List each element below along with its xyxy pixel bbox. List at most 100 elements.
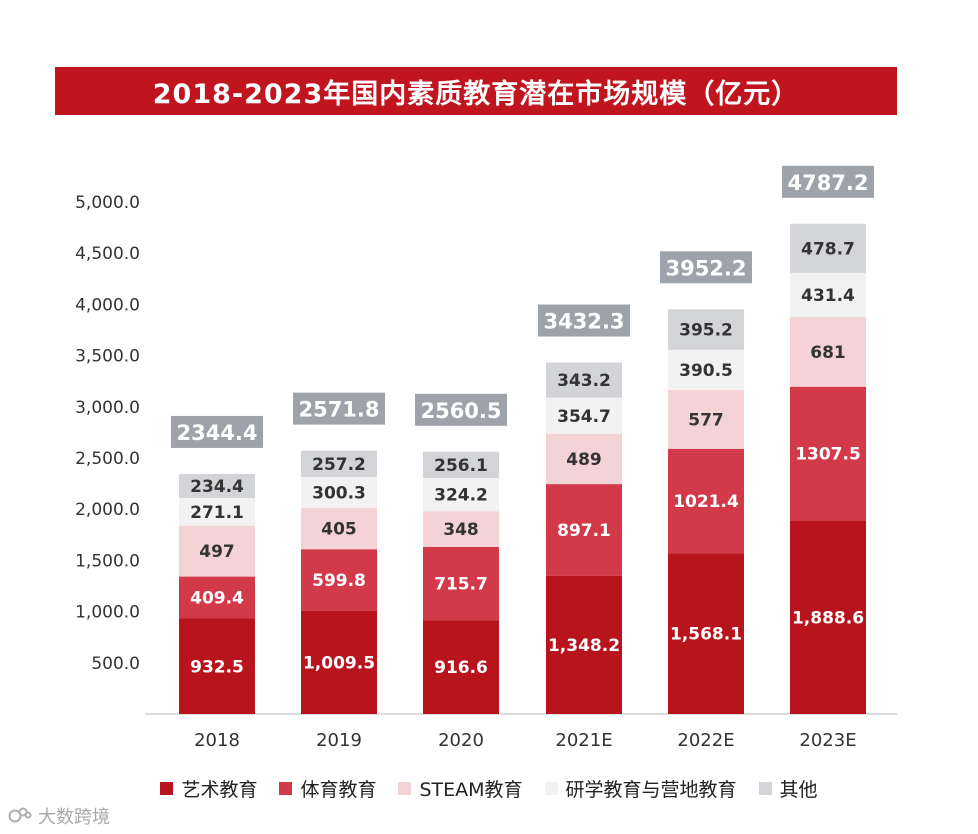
bar-segment (790, 386, 866, 521)
bar-value-label: 234.4 (190, 477, 244, 497)
bar-segment (790, 223, 866, 273)
legend-swatch (544, 781, 558, 795)
bar-segment (423, 478, 499, 512)
bar-value-label: 395.2 (679, 321, 733, 341)
total-value-label: 2344.4 (176, 421, 257, 445)
x-tick-label: 2022E (677, 730, 734, 751)
x-tick-label: 2018 (194, 730, 240, 751)
legend-swatch (758, 781, 772, 795)
bar-value-label: 271.1 (190, 503, 244, 523)
x-tick-label: 2020 (438, 730, 484, 751)
total-value-label: 4787.2 (787, 171, 868, 195)
legend-label: 体育教育 (300, 778, 377, 801)
bar-value-label: 497 (199, 542, 235, 562)
bar-segment (179, 618, 255, 714)
bar-value-label: 343.2 (557, 371, 611, 391)
bar-segment (546, 484, 622, 576)
bar-value-label: 916.6 (434, 658, 488, 678)
legend-swatch (398, 781, 412, 795)
chart-title: 2018-2023年国内素质教育潜在市场规模（亿元） (152, 78, 800, 110)
legend-item: 研学教育与营地教育 (544, 775, 737, 802)
legend-swatch (279, 781, 293, 795)
legend-item: 艺术教育 (160, 775, 257, 802)
y-tick-label: 1,000.0 (75, 603, 140, 623)
bar-value-label: 409.4 (190, 589, 244, 609)
bar-value-label: 715.7 (434, 574, 488, 594)
bar-segment (301, 610, 377, 714)
y-tick-label: 500.0 (91, 654, 140, 674)
bar-value-label: 324.2 (434, 486, 488, 506)
legend-label: 其他 (779, 778, 818, 801)
legend-label: STEAM教育 (419, 778, 523, 801)
bar-value-label: 932.5 (190, 657, 244, 677)
bar-segment (301, 476, 377, 508)
total-value-box (782, 165, 874, 198)
watermark-logo-icon (8, 807, 32, 823)
bar-segment (179, 497, 255, 526)
x-tick-label: 2019 (316, 730, 362, 751)
bar-segment (790, 316, 866, 387)
bar-segment (546, 434, 622, 485)
bar-value-label: 577 (688, 410, 724, 430)
bar-segment (668, 448, 744, 554)
y-tick-label: 1,500.0 (75, 551, 140, 571)
y-tick-label: 2,500.0 (75, 449, 140, 469)
legend-swatch (160, 781, 174, 795)
bar-segment (668, 309, 744, 350)
bar-value-label: 478.7 (801, 239, 855, 259)
bar-value-label: 256.1 (434, 456, 488, 476)
total-value-box (171, 415, 263, 448)
total-value-label: 3952.2 (665, 256, 746, 280)
total-value-label: 3432.3 (543, 310, 624, 334)
legend-item: 体育教育 (279, 775, 376, 802)
bar-value-label: 1,009.5 (303, 653, 375, 673)
bar-segment (179, 473, 255, 498)
bar-value-label: 390.5 (679, 361, 733, 381)
x-tick-label: 2023E (799, 730, 856, 751)
y-tick-label: 4,000.0 (75, 295, 140, 315)
total-value-label: 2560.5 (420, 399, 501, 423)
bar-value-label: 1,888.6 (792, 608, 864, 628)
total-value-box (538, 304, 630, 337)
bar-value-label: 1,348.2 (548, 636, 620, 656)
total-value-box (660, 251, 752, 284)
total-value-box (415, 393, 507, 426)
legend-item: 其他 (758, 775, 818, 802)
bar-segment (301, 507, 377, 550)
bar-value-label: 489 (566, 450, 602, 470)
y-tick-label: 3,500.0 (75, 347, 140, 367)
bar-value-label: 354.7 (557, 407, 611, 427)
bar-value-label: 257.2 (312, 455, 366, 475)
y-tick-label: 4,500.0 (75, 244, 140, 264)
bar-segment (668, 389, 744, 449)
legend-label: 艺术教育 (181, 778, 258, 801)
bar-value-label: 405 (321, 519, 357, 539)
bar-value-label: 431.4 (801, 286, 855, 306)
bar-segment (790, 272, 866, 317)
watermark-text: 大数跨境 (38, 807, 110, 828)
watermark: 大数跨境 (8, 802, 110, 830)
bar-segment (668, 349, 744, 390)
bar-segment (546, 397, 622, 435)
bar-segment (301, 450, 377, 477)
total-value-label: 2571.8 (298, 398, 379, 422)
bar-segment (423, 546, 499, 621)
bar-segment (546, 362, 622, 398)
bar-value-label: 1021.4 (673, 492, 739, 512)
bar-segment (423, 620, 499, 714)
legend-label: 研学教育与营地教育 (565, 778, 737, 801)
chart-title-banner: 2018-2023年国内素质教育潜在市场规模（亿元） (55, 67, 897, 115)
bar-segment (179, 525, 255, 577)
bar-segment (423, 451, 499, 479)
bar-value-label: 897.1 (557, 521, 611, 541)
bar-segment (423, 511, 499, 547)
y-tick-label: 5,000.0 (75, 193, 140, 213)
bar-segment (179, 576, 255, 619)
chart-legend: 艺术教育 体育教育 STEAM教育 研学教育与营地教育 其他 (0, 770, 978, 806)
bar-value-label: 599.8 (312, 571, 366, 591)
bar-value-label: 1307.5 (795, 445, 861, 465)
total-value-box (293, 392, 385, 425)
bar-segment (301, 549, 377, 611)
bar-segment (668, 553, 744, 714)
